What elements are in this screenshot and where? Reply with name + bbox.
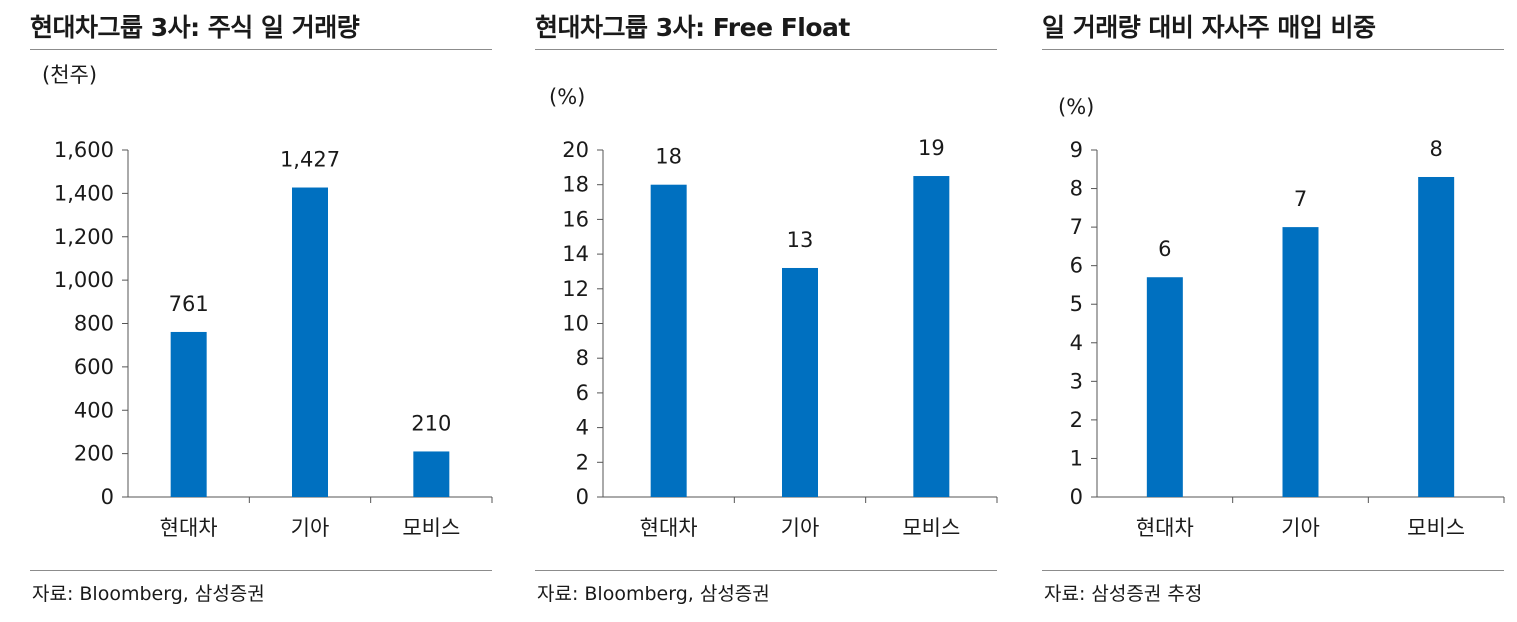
data-label: 8 [1429, 137, 1442, 161]
category-label: 현대차 [640, 516, 698, 540]
chart-title: 현대차그룹 3사: 주식 일 거래량 [30, 13, 360, 42]
y-tick-label: 14 [562, 242, 589, 266]
bar [413, 451, 450, 497]
category-label: 기아 [1281, 516, 1320, 540]
y-tick-label: 200 [74, 442, 114, 466]
data-label: 7 [1294, 187, 1307, 211]
y-tick-label: 5 [1070, 292, 1083, 316]
source-divider [1042, 570, 1504, 571]
data-label: 13 [787, 228, 814, 252]
bar [1418, 176, 1455, 497]
source-note: 자료: 삼성증권 추정 [1044, 583, 1203, 605]
data-label: 1,427 [280, 148, 340, 172]
y-tick-label: 600 [74, 355, 114, 379]
y-tick-label: 1 [1070, 446, 1083, 470]
y-tick-label: 1,600 [54, 138, 114, 162]
y-tick-label: 8 [576, 346, 589, 370]
y-tick-label: 1,000 [54, 268, 114, 292]
data-label: 19 [918, 136, 945, 160]
data-label: 761 [169, 292, 209, 316]
bar-chart: (천주) 0 200 400 600 800 1,000 1,200 1,400 1,600 761… [42, 63, 493, 540]
title-divider [535, 49, 997, 50]
bar-chart: (%) 0 1 2 3 4 5 6 7 8 9 6 현대차 7 기아 8 모비스 [1058, 95, 1505, 540]
category-label: 기아 [291, 516, 330, 540]
source-divider [535, 570, 997, 571]
y-tick-label: 800 [74, 312, 114, 336]
source-note: 자료: Bloomberg, 삼성증권 [32, 583, 265, 605]
bar [170, 331, 207, 497]
bar [650, 184, 687, 497]
y-tick-label: 4 [1070, 331, 1083, 355]
category-label: 모비스 [402, 516, 460, 540]
data-label: 18 [655, 145, 682, 169]
title-divider [30, 49, 492, 50]
bar-chart: (%) 0 2 4 6 8 10 12 14 16 18 20 18 현대차 13 기아 19 모비스 [549, 85, 998, 540]
y-tick-label: 6 [1070, 254, 1083, 278]
y-tick-label: 1,400 [54, 181, 114, 205]
bar [782, 267, 818, 497]
y-tick-label: 18 [562, 173, 589, 197]
y-tick-label: 0 [1070, 485, 1083, 509]
category-label: 현대차 [160, 516, 218, 540]
y-tick-label: 20 [562, 138, 589, 162]
unit-label: (천주) [42, 63, 97, 87]
y-tick-label: 2 [576, 450, 589, 474]
y-tick-label: 16 [562, 207, 589, 231]
category-label: 모비스 [902, 516, 960, 540]
category-label: 기아 [781, 516, 820, 540]
source-note: 자료: Bloomberg, 삼성증권 [537, 583, 770, 605]
category-label: 모비스 [1407, 516, 1465, 540]
y-tick-label: 7 [1070, 215, 1083, 239]
chart-panel-free-float: 현대차그룹 3사: Free Float (%) 0 2 4 6 8 10 12 14 16 18 2… [535, 0, 998, 622]
y-tick-label: 0 [101, 485, 114, 509]
title-divider [1042, 49, 1504, 50]
y-tick-label: 8 [1070, 177, 1083, 201]
unit-label: (%) [549, 85, 585, 109]
y-tick-label: 10 [562, 312, 589, 336]
bar [913, 176, 950, 497]
y-tick-label: 0 [576, 485, 589, 509]
y-tick-label: 3 [1070, 369, 1083, 393]
y-tick-label: 4 [576, 416, 589, 440]
y-tick-label: 400 [74, 398, 114, 422]
bar [1146, 277, 1183, 497]
unit-label: (%) [1058, 95, 1094, 119]
chart-panel-buyback-ratio: 일 거래량 대비 자사주 매입 비중 (%) 0 1 2 3 4 5 6 7 8 9 6 현대차 7 기아 8… [1042, 0, 1505, 622]
bar [1282, 227, 1319, 497]
category-label: 현대차 [1136, 516, 1194, 540]
bar [292, 187, 328, 497]
data-label: 210 [411, 411, 451, 435]
chart-title: 일 거래량 대비 자사주 매입 비중 [1042, 13, 1376, 42]
y-tick-label: 9 [1070, 138, 1083, 162]
y-tick-label: 6 [576, 381, 589, 405]
source-divider [30, 570, 492, 571]
y-tick-label: 1,200 [54, 225, 114, 249]
y-tick-label: 12 [562, 277, 589, 301]
y-tick-label: 2 [1070, 408, 1083, 432]
chart-title: 현대차그룹 3사: Free Float [535, 13, 850, 42]
chart-panel-daily-volume: 현대차그룹 3사: 주식 일 거래량 (천주) 0 200 400 600 800 1,00… [30, 0, 493, 622]
data-label: 6 [1158, 237, 1171, 261]
